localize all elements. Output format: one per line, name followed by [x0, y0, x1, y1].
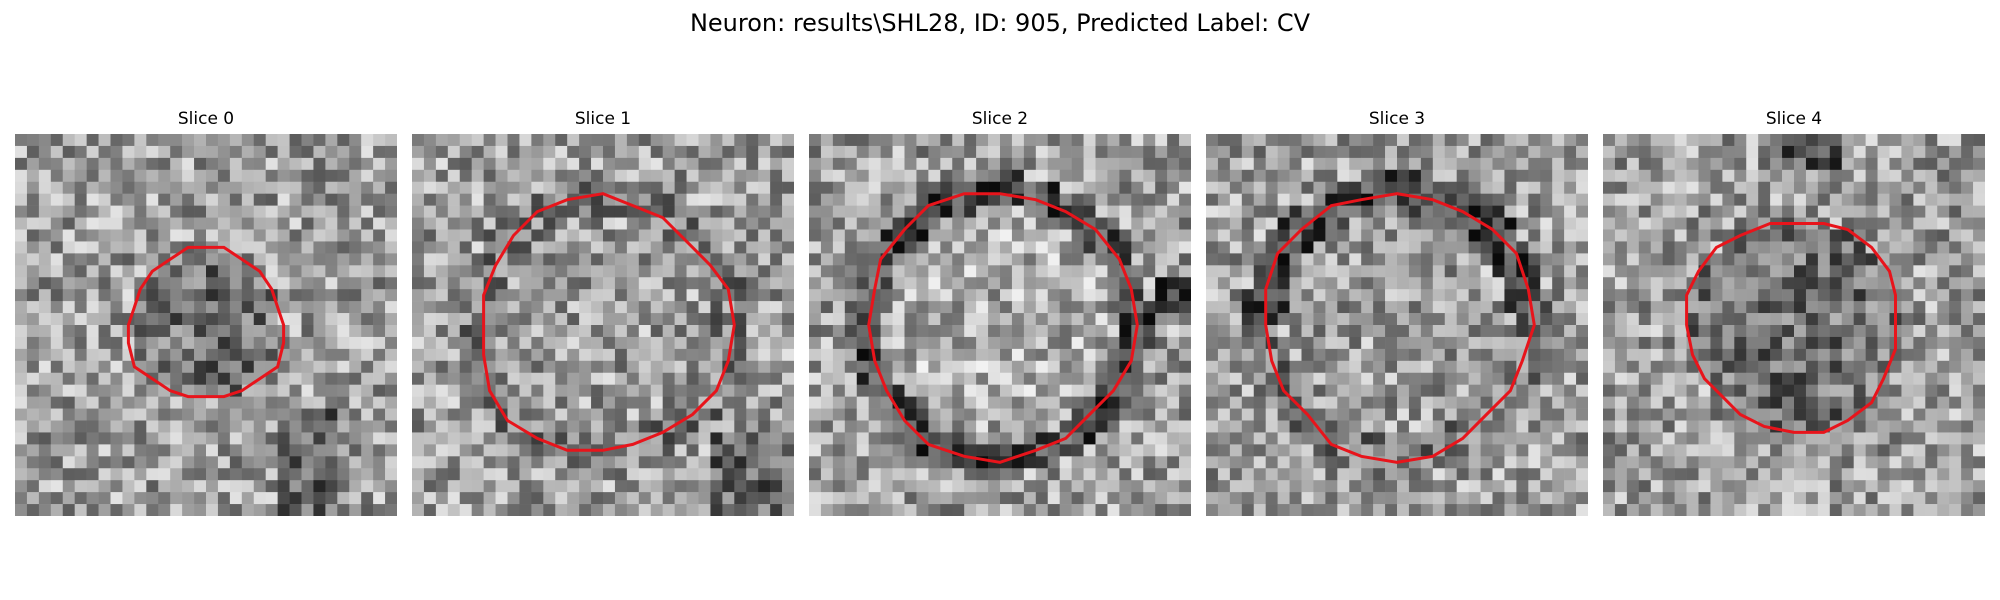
pixel-grid — [15, 134, 397, 516]
slice-image-1 — [412, 134, 794, 516]
slice-title: Slice 2 — [971, 109, 1029, 129]
slice-panel-2: Slice 2 — [809, 108, 1191, 516]
slice-title: Slice 0 — [177, 109, 235, 129]
roi-contour — [867, 192, 1139, 464]
slice-panel-1: Slice 1 — [412, 108, 794, 516]
slice-panel-0: Slice 0 — [15, 108, 397, 516]
slice-title: Slice 4 — [1765, 109, 1823, 129]
slice-title: Slice 1 — [574, 109, 632, 129]
roi-contour — [482, 192, 736, 452]
slice-image-4 — [1603, 134, 1985, 516]
roi-contour — [126, 245, 286, 399]
pixel-grid — [809, 134, 1191, 516]
slice-image-0 — [15, 134, 397, 516]
slice-panel-4: Slice 4 — [1603, 108, 1985, 516]
slice-image-3 — [1206, 134, 1588, 516]
slice-title: Slice 3 — [1368, 109, 1426, 129]
slice-panel-3: Slice 3 — [1206, 108, 1588, 516]
slice-image-2 — [809, 134, 1191, 516]
pixel-grid — [1603, 134, 1985, 516]
figure-title: Neuron: results\SHL28, ID: 905, Predicte… — [689, 9, 1311, 37]
pixel-grid — [1206, 134, 1588, 516]
roi-contour — [1685, 222, 1897, 434]
roi-contour — [1264, 192, 1536, 464]
pixel-grid — [412, 134, 794, 516]
